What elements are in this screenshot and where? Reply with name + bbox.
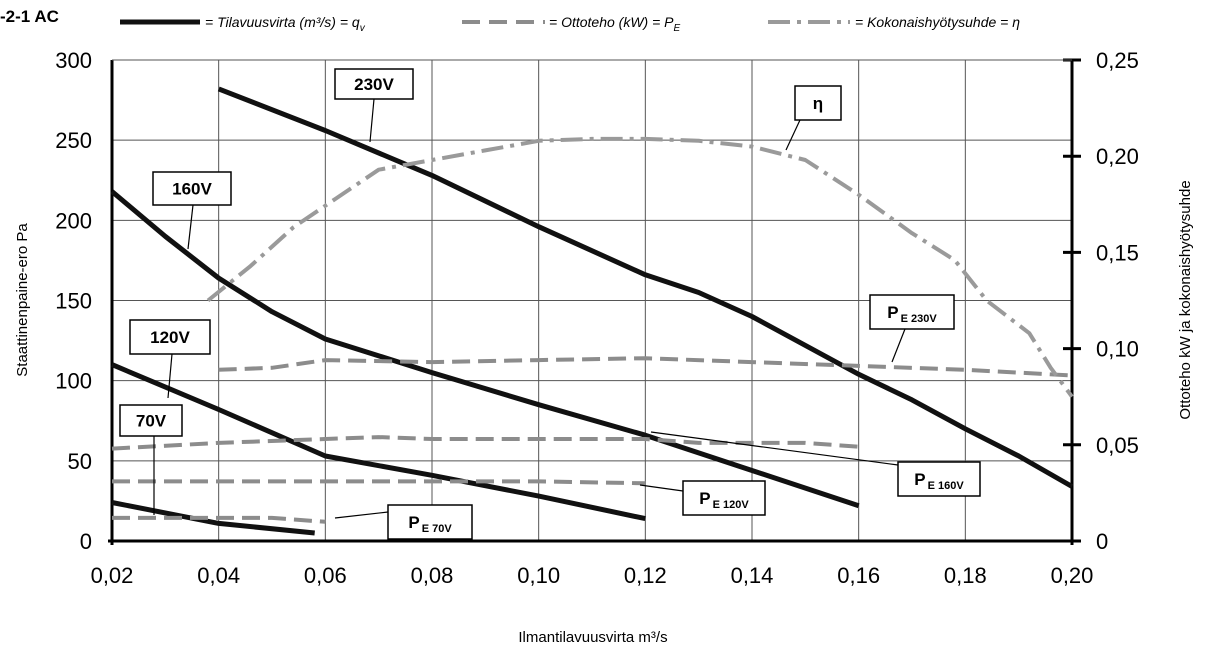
tick-labels: 0,02 0,04 0,06 0,08 0,10 0,12 0,14 0,16 0,18 0,20… — [55, 48, 1139, 588]
y-tick-label-left: 0 — [80, 529, 92, 554]
x-tick-label: 0,20 — [1051, 563, 1094, 588]
series-power-P-E-120V — [112, 479, 646, 486]
y-tick-label-right: 0,10 — [1096, 337, 1139, 362]
annotation-box — [129, 319, 211, 355]
annotation-leader — [891, 328, 906, 363]
y-tick-label-right: 0,15 — [1096, 240, 1139, 265]
annotation-box — [334, 68, 414, 100]
annotation-leader — [167, 353, 173, 399]
series-pressure-70V — [111, 500, 315, 536]
x-axis-title: Ilmantilavuusvirta m³/s — [518, 629, 667, 646]
annotation-box — [897, 461, 981, 497]
y-tick-label-left: 150 — [55, 289, 92, 314]
y-axis-title-left: Staattinenpaine-ero Pa — [14, 223, 31, 377]
annotation-box — [152, 171, 232, 206]
series-layer — [110, 86, 1074, 536]
annotation-leader — [187, 204, 194, 250]
y-tick-label-right: 0 — [1096, 529, 1108, 554]
annotation-box — [387, 504, 473, 540]
x-tick-label: 0,06 — [304, 563, 347, 588]
legend: = Tilavuusvirta (m³/s) = qv = Ottoteho (… — [120, 14, 1020, 34]
x-tick-label: 0,04 — [197, 563, 240, 588]
y-tick-label-right: 0,20 — [1096, 144, 1139, 169]
y-tick-label-right: 0,05 — [1096, 433, 1139, 458]
x-tick-label: 0,18 — [944, 563, 987, 588]
x-tick-label: 0,08 — [411, 563, 454, 588]
annotation-leader — [639, 484, 684, 492]
x-tick-label: 0,16 — [837, 563, 880, 588]
annotation-box — [794, 85, 842, 121]
annotation-label: 160V — [172, 180, 212, 199]
annotation-label: 230V — [354, 75, 394, 94]
x-tick-label: 0,10 — [517, 563, 560, 588]
annotation-label: η — [813, 94, 823, 113]
x-tick-label: 0,14 — [731, 563, 774, 588]
series-pressure-230V — [217, 86, 1074, 489]
legend-label-efficiency: = Kokonaishyötysuhde = η — [855, 14, 1020, 30]
y-tick-label-left: 100 — [55, 369, 92, 394]
annotation-label: 120V — [150, 328, 190, 347]
legend-label-power: = Ottoteho (kW) = PE — [549, 14, 681, 34]
series-pressure-120V — [111, 362, 646, 522]
series-pressure-160V — [110, 189, 860, 509]
series-efficiency-η — [206, 136, 1074, 398]
annotation-leader — [785, 119, 801, 151]
y-tick-label-right: 0,25 — [1096, 48, 1139, 73]
legend-label-flow: = Tilavuusvirta (m³/s) = qv — [205, 14, 366, 34]
annotation-box — [119, 404, 183, 437]
x-tick-label: 0,02 — [91, 563, 134, 588]
y-axis-title-right: Ottoteho kW ja kokonaishyötysuhde — [1177, 180, 1194, 419]
annotation-label: 70V — [136, 412, 167, 431]
x-tick-label: 0,12 — [624, 563, 667, 588]
series-power-P-E-70V — [112, 515, 326, 524]
y-tick-label-left: 200 — [55, 208, 92, 233]
annotation-layer: 230V 160V 120V 70V η P E 230V P E 160V P E 120V P E … — [119, 68, 981, 540]
series-power-P-E-230V — [218, 356, 1073, 378]
y-tick-label-left: 50 — [68, 449, 92, 474]
annotation-box — [682, 480, 766, 516]
y-tick-label-left: 300 — [55, 48, 92, 73]
annotation-leader — [369, 98, 375, 143]
grid — [108, 58, 1081, 545]
annotation-leader — [650, 431, 899, 466]
y-tick-label-left: 250 — [55, 128, 92, 153]
series-power-P-E-160V — [111, 435, 859, 451]
chart-title: -2-1 AC — [0, 7, 59, 26]
annotation-leader — [334, 511, 389, 519]
annotation-box — [869, 294, 955, 330]
